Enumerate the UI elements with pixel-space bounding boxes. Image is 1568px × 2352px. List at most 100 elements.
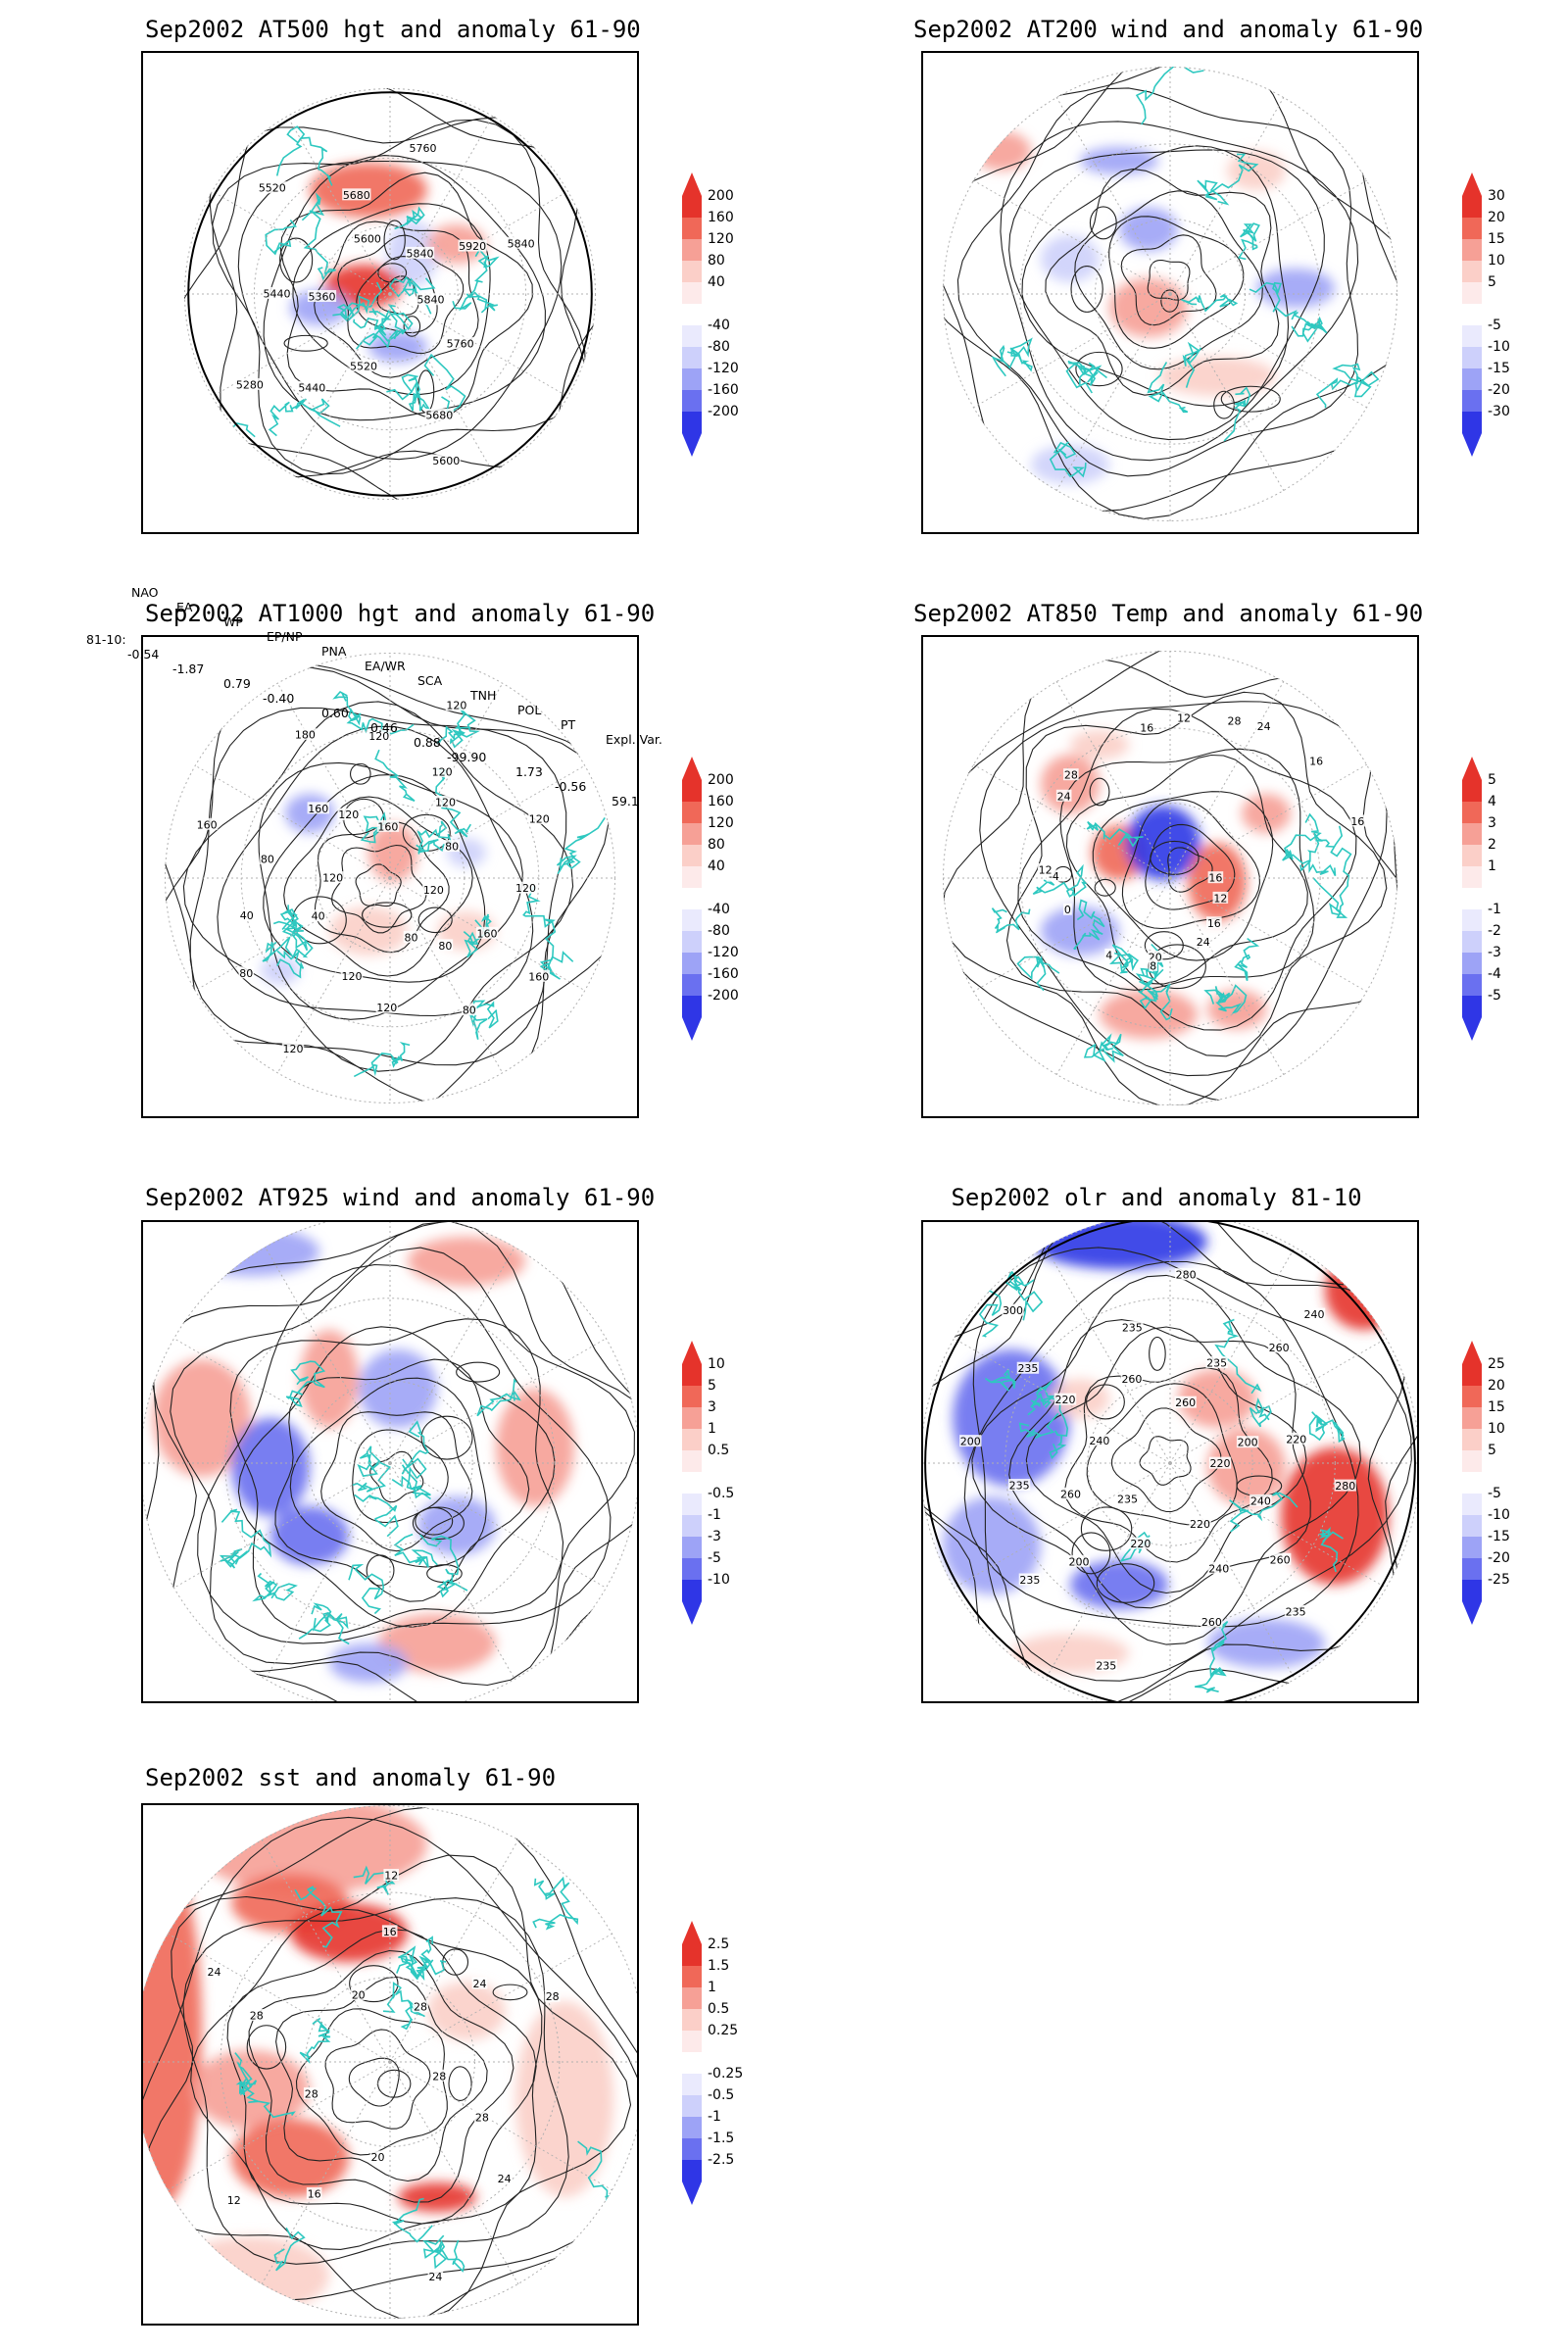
contour-label: 120 xyxy=(376,1002,397,1014)
contour-label: 16 xyxy=(308,2187,321,2200)
contour-label: 120 xyxy=(515,882,536,895)
contour-label: 120 xyxy=(368,730,389,743)
tele-value-tnh: -99.90 xyxy=(447,750,487,764)
colorbar-tick-label: -0.5 xyxy=(708,1486,735,1501)
colorbar-tick-label: 1 xyxy=(1488,858,1496,874)
tele-header-pna: PNA xyxy=(321,644,347,659)
colorbar-tick-label: 1.5 xyxy=(708,1958,730,1974)
tele-header-wp: WP xyxy=(223,614,243,629)
contour-label: 40 xyxy=(312,910,325,923)
contour-label: -4 xyxy=(1049,870,1059,883)
map-925wind xyxy=(143,1222,637,1701)
colorbar-swatches xyxy=(1462,1341,1482,1625)
colorbar-tick-label: -200 xyxy=(708,988,739,1004)
colorbar-tick-label: 200 xyxy=(708,188,734,204)
contour-label: 24 xyxy=(207,1966,220,1979)
tele-value-pna: 0.60 xyxy=(321,706,349,720)
contour-label: 240 xyxy=(1250,1494,1271,1507)
colorbar-tick-label: 40 xyxy=(708,274,725,290)
colorbar-tick-label: 10 xyxy=(708,1356,725,1372)
contour-label: 160 xyxy=(308,803,328,815)
colorbar-tick-label: 80 xyxy=(708,837,725,853)
colorbar-tick-label: 30 xyxy=(1488,188,1505,204)
contour-label: 24 xyxy=(1197,936,1210,949)
colorbar-tick-label: 3 xyxy=(1488,815,1496,831)
map-panel-olr: 220 240 260 235 220 240 260 235 220 200 235 235 260 2… xyxy=(921,1220,1419,1703)
colorbar-tick-label: -5 xyxy=(708,1550,721,1566)
panel-title-sst: Sep2002 sst and anomaly 61-90 xyxy=(145,1764,557,1791)
panel-title-500hgt: Sep2002 AT500 hgt and anomaly 61-90 xyxy=(145,16,641,43)
contour-label: 220 xyxy=(1130,1538,1151,1550)
contour-label: 120 xyxy=(423,884,444,897)
contour-label: 28 xyxy=(305,2088,318,2101)
teleconnection-values: 81-10: -0.54 -1.87 0.79 -0.40 0.60 0.46 … xyxy=(86,617,674,808)
contour-label: 16 xyxy=(1140,722,1153,735)
contour-label: 300 xyxy=(1003,1304,1023,1317)
colorbar-tick-label: 1 xyxy=(708,1980,716,1995)
contour-label: 160 xyxy=(528,970,549,983)
contour-label: 120 xyxy=(529,813,550,826)
tele-value-epnp: -0.40 xyxy=(263,691,295,706)
colorbar-tick-label: -25 xyxy=(1488,1572,1510,1588)
contour-label: 5840 xyxy=(508,237,535,250)
contour-label: 16 xyxy=(1350,815,1364,828)
tele-header-pol: POL xyxy=(517,703,542,717)
contour-label: 120 xyxy=(338,808,359,821)
contour-label: 24 xyxy=(428,2271,442,2283)
contour-label: 235 xyxy=(1019,1574,1040,1587)
tele-header-pt: PT xyxy=(561,717,576,732)
contour-label: 4 xyxy=(1105,949,1112,961)
colorbar-tick-label: 160 xyxy=(708,794,734,809)
contour-label: 240 xyxy=(1304,1308,1325,1321)
colorbar-tick-label: -5 xyxy=(1488,988,1501,1004)
colorbar-500hgt: 200 160 120 80 40 -40 -80 -120 -160 -200 xyxy=(682,172,751,457)
colorbar-tick-label: -2 xyxy=(1488,923,1501,939)
colorbar-tick-label: 200 xyxy=(708,772,734,788)
colorbar-tick-label: -5 xyxy=(1488,1486,1501,1501)
tele-header-ea: EA xyxy=(176,600,193,614)
colorbar-tick-label: 5 xyxy=(1488,772,1496,788)
contour-label: 24 xyxy=(1057,790,1071,803)
colorbar-tick-label: -20 xyxy=(1488,1550,1510,1566)
contour-label: 235 xyxy=(1122,1321,1143,1334)
coastlines xyxy=(234,1865,616,2273)
contour-label: 220 xyxy=(1209,1457,1230,1470)
contour-label: 260 xyxy=(1060,1488,1081,1500)
tele-header-nao: NAO xyxy=(131,585,159,600)
colorbar-tick-label: 3 xyxy=(708,1399,716,1415)
colorbar-tick-label: 120 xyxy=(708,231,734,247)
contour-label: 12 xyxy=(227,2194,241,2207)
map-olr: 220 240 260 235 220 240 260 235 220 200 235 235 260 2… xyxy=(923,1222,1417,1701)
contour-label: 5840 xyxy=(417,294,445,307)
colorbar-tick-label: 25 xyxy=(1488,1356,1505,1372)
colorbar-olr: 25 20 15 10 5 -5 -10 -15 -20 -25 xyxy=(1462,1341,1531,1625)
contour-label: 24 xyxy=(498,2173,512,2185)
contour-label: 80 xyxy=(445,841,459,854)
contour-label: 5760 xyxy=(410,142,437,155)
tele-value-eawr: 0.46 xyxy=(370,720,398,735)
panel-title-olr: Sep2002 olr and anomaly 81-10 xyxy=(951,1184,1362,1211)
anomaly-shading xyxy=(153,1227,574,1683)
colorbar-tick-label: 0.25 xyxy=(708,2023,739,2038)
colorbar-swatches xyxy=(1462,757,1482,1041)
contour-label: 12 xyxy=(384,1870,398,1883)
colorbar-tick-label: 10 xyxy=(1488,253,1505,269)
contour-label: 260 xyxy=(1201,1616,1222,1629)
contour-label: 180 xyxy=(295,728,316,741)
contour-label: 260 xyxy=(1121,1373,1142,1386)
colorbar-tick-label: -40 xyxy=(708,318,730,333)
colorbar-tick-label: -20 xyxy=(1488,382,1510,398)
colorbar-tick-label: 5 xyxy=(1488,1443,1496,1458)
colorbar-tick-label: 0.5 xyxy=(708,2001,730,2017)
contour-label: 28 xyxy=(414,2001,427,2014)
colorbar-tick-label: -10 xyxy=(1488,339,1510,355)
contour-label: 235 xyxy=(1206,1357,1227,1370)
contour-label: 5440 xyxy=(298,381,325,394)
colorbar-tick-label: -5 xyxy=(1488,318,1501,333)
contour-label: 16 xyxy=(1309,756,1323,768)
contour-label: 160 xyxy=(197,818,218,831)
tele-value-ea: -1.87 xyxy=(172,662,205,676)
colorbar-tick-label: -120 xyxy=(708,945,739,960)
contour-label: 200 xyxy=(1068,1555,1089,1568)
